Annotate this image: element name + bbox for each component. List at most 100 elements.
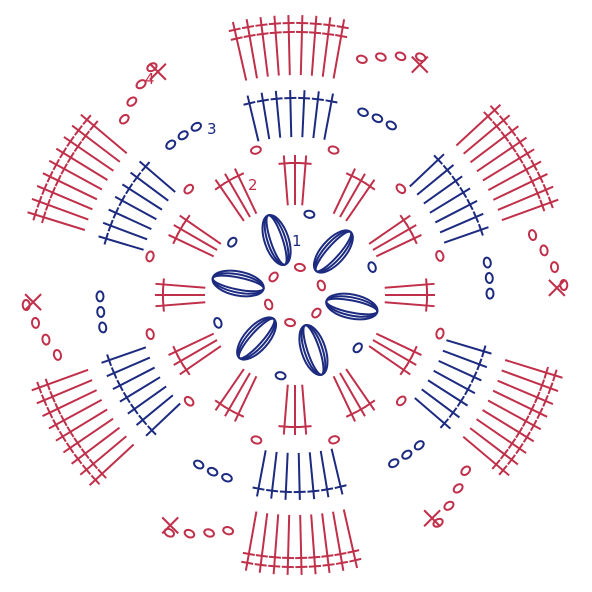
stitch	[299, 453, 300, 500]
chain-stitch	[367, 261, 377, 273]
stitch	[274, 16, 278, 76]
chain-stitch	[226, 236, 238, 248]
stitch	[246, 512, 257, 571]
stitch	[90, 445, 134, 486]
chain-stitch	[395, 183, 407, 195]
stitch	[322, 513, 329, 573]
stitch	[456, 105, 500, 146]
chain-stitch	[53, 349, 62, 360]
chain-stitch	[275, 371, 286, 380]
stitch	[428, 380, 468, 405]
chain-stitch	[145, 251, 154, 262]
stitch	[502, 200, 558, 220]
chain-stitch	[371, 113, 383, 124]
chain-stitch	[413, 439, 425, 451]
stitch	[311, 514, 315, 574]
chain-stitch	[183, 183, 195, 195]
chain-stitch	[193, 459, 205, 470]
chain-stitch	[311, 307, 323, 319]
stitch	[498, 187, 553, 210]
chain-stitch	[395, 51, 407, 61]
round-label: 2	[248, 176, 258, 194]
chain-stitch	[126, 96, 138, 108]
chain-stitch	[222, 526, 234, 535]
stitch	[488, 161, 541, 190]
chain-stitch	[375, 52, 387, 62]
stitch	[376, 334, 421, 355]
stitch	[128, 386, 166, 413]
round-label: 1	[292, 232, 302, 250]
chain-stitch	[264, 299, 274, 311]
stitch	[32, 370, 88, 390]
stitch	[312, 16, 317, 76]
chain-stitch	[316, 280, 326, 292]
round-label: 4	[145, 70, 155, 88]
stitch	[301, 15, 303, 75]
chain-stitch	[268, 271, 280, 283]
chain-stitch	[190, 121, 202, 132]
chain-stitch	[395, 395, 407, 407]
stitch	[233, 22, 246, 81]
chain-stitch	[285, 318, 296, 327]
puff-stitch	[309, 226, 357, 277]
stitch	[424, 176, 462, 203]
stitch	[49, 400, 102, 429]
puff-stitch	[211, 272, 264, 294]
chain-stitch	[183, 528, 195, 538]
stitch	[63, 419, 113, 453]
chain-stitch	[528, 229, 537, 240]
chain-stitch	[401, 449, 413, 460]
chain-stitch	[352, 342, 364, 354]
chain-stitch	[177, 130, 189, 141]
chain-stitch	[435, 250, 444, 261]
chain-stitch	[250, 145, 261, 154]
chain-stitch	[96, 291, 103, 301]
stitch	[415, 398, 451, 429]
stitch	[103, 223, 147, 240]
stitch	[300, 515, 301, 575]
stitch	[235, 376, 256, 421]
stitch	[247, 19, 257, 78]
stitch	[120, 377, 160, 401]
stitch	[498, 381, 553, 404]
round-label: 3	[207, 120, 217, 138]
chain-stitch	[118, 113, 130, 125]
stitch	[56, 409, 107, 440]
puff-stitch	[325, 295, 378, 317]
stitch	[64, 137, 114, 171]
stitch	[443, 351, 487, 368]
stitch	[169, 235, 214, 256]
picot	[549, 280, 565, 296]
picot	[25, 294, 41, 310]
chain-stitch	[183, 395, 195, 407]
chain-stitch	[145, 328, 154, 339]
chain-stitch	[251, 435, 262, 444]
stitch	[334, 19, 345, 78]
stitch	[323, 17, 331, 77]
stitch	[260, 513, 268, 573]
chain-stitch	[328, 145, 339, 154]
chain-stitch	[443, 500, 455, 512]
stitch	[333, 512, 343, 571]
stitch	[169, 334, 214, 355]
stitch	[290, 90, 291, 137]
chain-stitch	[388, 458, 400, 469]
stitch	[37, 380, 92, 403]
chain-stitch	[213, 317, 223, 329]
stitch	[430, 188, 470, 212]
stitch	[410, 154, 444, 186]
chain-stitch	[483, 257, 492, 268]
stitch	[483, 410, 534, 441]
chain-stitch	[304, 210, 315, 219]
stitch	[49, 161, 102, 190]
stitch	[137, 395, 173, 425]
chain-stitch	[221, 473, 233, 483]
chain-stitch	[486, 289, 493, 299]
stitch	[56, 149, 107, 180]
chain-stitch	[435, 328, 444, 339]
stitch	[140, 161, 176, 192]
stitch	[288, 515, 290, 575]
chain-stitch	[42, 334, 51, 345]
chain-stitch	[203, 528, 215, 538]
